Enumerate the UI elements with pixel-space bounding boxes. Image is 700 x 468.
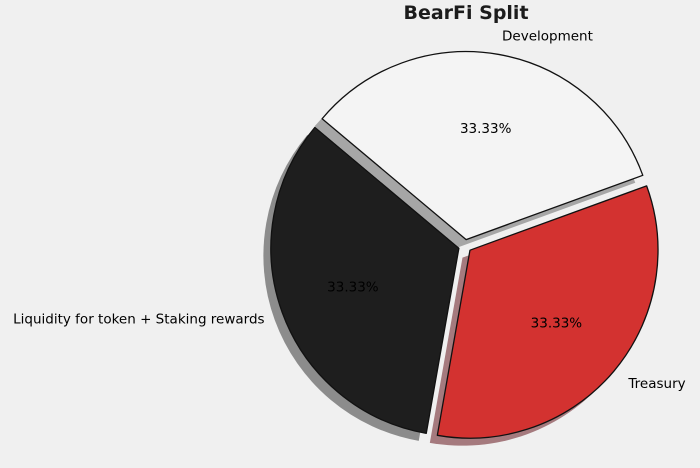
slice-label-liquidity: Liquidity for token + Staking rewards (13, 312, 264, 328)
slice-label-development: Development (502, 29, 593, 45)
slice-percent-treasury: 33.33% (531, 315, 583, 331)
slice-label-treasury: Treasury (627, 376, 685, 392)
slice-percent-development: 33.33% (460, 121, 512, 137)
chart-title: BearFi Split (403, 2, 529, 24)
pie-slice-treasury (436, 185, 659, 439)
pie-slice-development (321, 51, 644, 241)
pie-slice-liquidity (270, 126, 460, 435)
slice-percent-liquidity: 33.33% (327, 280, 379, 296)
